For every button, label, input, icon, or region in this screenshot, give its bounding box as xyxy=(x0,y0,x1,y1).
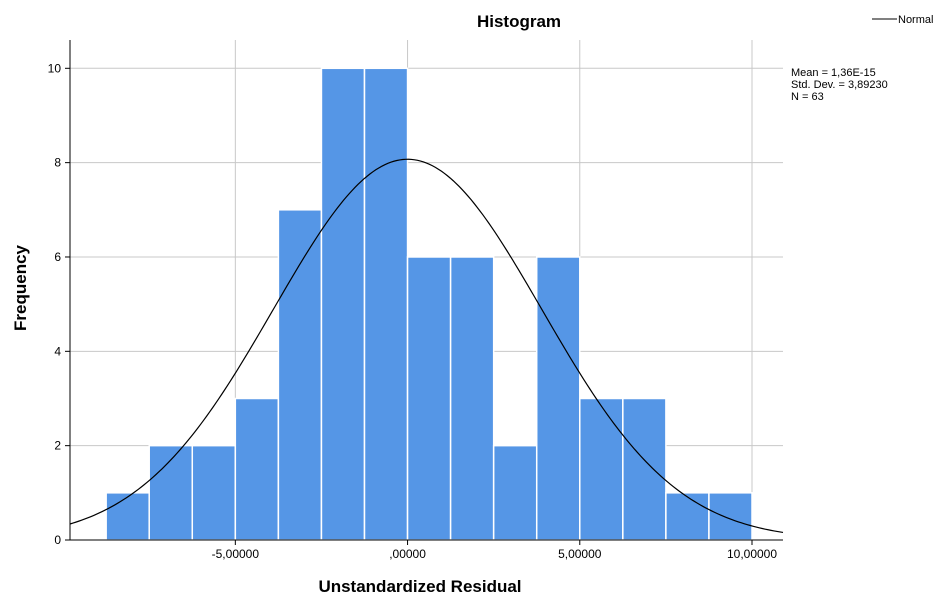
histogram-bar xyxy=(277,209,323,541)
stats-box: Mean = 1,36E-15 Std. Dev. = 3,89230 N = … xyxy=(791,67,888,103)
histogram-bar xyxy=(665,492,710,541)
stat-std: Std. Dev. = 3,89230 xyxy=(791,79,888,91)
histogram-bar xyxy=(492,444,538,541)
histogram-bar xyxy=(363,67,409,541)
y-tick-labels: 0 2 4 6 8 10 xyxy=(48,61,70,547)
histogram-bar xyxy=(708,492,753,541)
y-tick-label: 2 xyxy=(54,439,61,453)
histogram-bar xyxy=(449,256,495,541)
y-tick-label: 4 xyxy=(54,344,61,358)
x-axis-label: Unstandardized Residual xyxy=(318,577,521,596)
normal-curve xyxy=(69,158,784,534)
legend-label: Normal xyxy=(898,14,933,26)
y-tick-label: 8 xyxy=(54,156,61,170)
x-tick-label: 10,00000 xyxy=(727,547,777,561)
x-tick-labels: -5,00000 ,00000 5,00000 10,00000 xyxy=(212,540,777,561)
histogram-bar xyxy=(622,397,667,541)
x-tick-label: ,00000 xyxy=(389,547,426,561)
stat-mean: Mean = 1,36E-15 xyxy=(791,67,876,79)
axes xyxy=(69,40,783,541)
x-tick-label: 5,00000 xyxy=(558,547,602,561)
chart-title: Histogram xyxy=(477,12,561,31)
y-tick-label: 10 xyxy=(48,61,62,75)
histogram-bar xyxy=(148,444,194,541)
histogram-bar xyxy=(579,397,624,541)
x-tick-label: -5,00000 xyxy=(212,547,260,561)
histogram-bar xyxy=(105,492,150,541)
histogram-bar xyxy=(320,67,366,541)
stat-n: N = 63 xyxy=(791,91,824,103)
histogram-bar xyxy=(234,397,280,541)
histogram-bar xyxy=(191,444,237,541)
histogram-bar xyxy=(535,256,581,541)
y-tick-label: 0 xyxy=(54,533,61,547)
y-tick-label: 6 xyxy=(54,250,61,264)
histogram-bar xyxy=(406,256,452,541)
y-axis-label: Frequency xyxy=(11,244,30,331)
legend: Normal xyxy=(872,14,933,26)
